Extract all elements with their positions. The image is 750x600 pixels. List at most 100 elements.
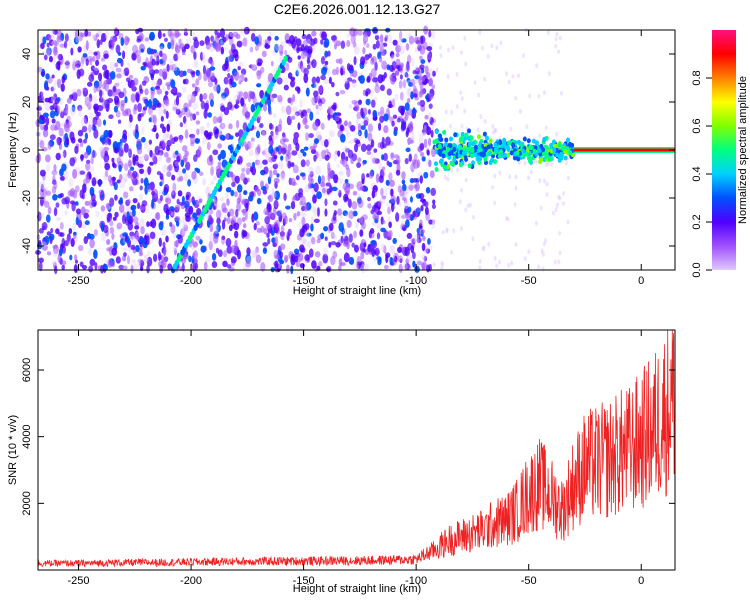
spectrogram-cell — [217, 143, 222, 149]
spectrogram-cell — [140, 136, 146, 143]
spectrogram-cell — [109, 47, 114, 53]
spectrogram-cell — [311, 83, 317, 88]
spectrogram-cell — [221, 202, 227, 213]
spectrogram-cell — [558, 250, 562, 256]
spectrogram-cell — [59, 192, 64, 198]
spectrogram-cell — [160, 115, 164, 122]
spectrogram-cell — [425, 186, 431, 194]
spectrogram-cell — [409, 196, 413, 203]
spectrogram-cell — [94, 107, 98, 115]
spectrogram-cell — [266, 222, 271, 229]
spectrogram-cell — [52, 83, 57, 93]
spectrogram-carrier-cell — [482, 131, 487, 137]
spectrogram-cell — [424, 201, 429, 208]
spectrogram-cell — [311, 58, 317, 69]
spectrogram-cell — [85, 161, 91, 171]
spectrogram-cell — [320, 232, 325, 240]
spectrogram-cell — [90, 155, 94, 165]
spectrogram-cell — [51, 169, 58, 176]
spectrogram-cell — [214, 224, 219, 235]
spectrogram-cell — [127, 159, 132, 167]
spectrogram-carrier-cell — [500, 153, 505, 159]
spectrogram-cell — [430, 187, 437, 197]
spectrogram-cell — [419, 219, 423, 226]
spectrogram-cell — [80, 55, 85, 65]
spectrogram-cell — [152, 97, 158, 107]
spectrogram-cell — [170, 89, 176, 95]
spectrogram-cell — [75, 37, 81, 43]
spectrogram-cell — [153, 69, 160, 74]
spectrogram-cell — [69, 131, 75, 141]
spectrogram-cell — [272, 169, 278, 176]
spectrogram-cell — [111, 90, 117, 97]
spectrogram-cell — [175, 95, 180, 106]
spectrogram-cell — [321, 187, 326, 194]
spectrogram-cell — [102, 99, 107, 109]
spectrogram-cell — [418, 76, 422, 86]
spectrogram-cell — [226, 198, 230, 206]
spectrogram-cell — [256, 69, 262, 76]
spectrogram-cell — [246, 262, 251, 271]
spectrogram-cell — [406, 232, 413, 239]
spectrogram-cell — [463, 108, 467, 114]
spectrogram-cell — [126, 255, 131, 265]
spectrogram-cell — [229, 171, 234, 178]
spectrogram-cell — [61, 163, 67, 172]
spectrogram-cell — [405, 73, 409, 78]
spectrogram-cell — [318, 157, 323, 162]
spectrogram-cell — [320, 74, 326, 81]
spectrogram-cell — [537, 264, 541, 270]
spectrogram-cell — [317, 85, 323, 94]
spectrogram-cell — [335, 91, 340, 97]
spectrogram-cell — [111, 157, 115, 163]
spectrogram-cell — [413, 85, 417, 93]
spectrogram-cell — [348, 183, 355, 190]
spectrogram-carrier-cell — [515, 150, 520, 156]
spectrogram-cell — [83, 151, 89, 159]
spectrogram-cell — [132, 197, 138, 204]
spectrogram-cell — [137, 202, 141, 209]
spectrogram-cell — [390, 194, 396, 205]
spectrogram-cell — [313, 90, 319, 98]
spectrogram-cell — [430, 147, 436, 158]
spectrogram-cell — [124, 234, 128, 242]
spectrogram-cell — [77, 129, 84, 137]
spectrogram-cell — [176, 53, 182, 60]
colorbar-ticks: 0.00.20.40.60.8 — [691, 70, 712, 278]
spectrogram-cell — [161, 103, 166, 108]
spectrogram-cell — [298, 61, 303, 70]
spectrogram-cell — [399, 45, 405, 55]
spectrogram-cell — [385, 254, 389, 264]
spectrogram-cell — [379, 34, 384, 44]
spectrogram-cell — [286, 115, 292, 126]
spectrogram-cell — [154, 60, 160, 66]
spectrogram-cell — [100, 232, 107, 242]
spectrogram-cell — [321, 66, 327, 76]
spectrogram-cell — [357, 193, 361, 199]
spectrogram-cell — [50, 86, 55, 92]
spectrogram-cell — [134, 225, 140, 230]
spectrogram-cell — [160, 178, 165, 185]
spectrogram-cell — [173, 247, 177, 256]
spectrogram-cell — [290, 201, 296, 210]
spectrogram-cell — [87, 233, 91, 238]
spectrogram-cell — [51, 74, 55, 79]
spectrogram-cell — [185, 194, 190, 201]
spectrogram-cell — [89, 258, 96, 267]
spectrogram-cell — [158, 221, 164, 231]
spectrogram-cell — [306, 232, 312, 237]
spectrogram-cell — [55, 202, 60, 208]
spectrogram-cell — [257, 58, 263, 65]
spectrogram-cell — [323, 247, 329, 256]
spectrogram-cell — [198, 198, 203, 203]
spectrogram-cell — [115, 256, 121, 264]
spectrogram-cell — [423, 124, 427, 134]
spectrogram-cell — [72, 60, 77, 71]
spectrogram-cell — [443, 174, 447, 180]
spectrogram-cell — [55, 216, 61, 222]
spectrogram-cell — [371, 247, 376, 258]
spectrogram-cell — [373, 28, 378, 34]
spectrogram-cell — [158, 189, 165, 198]
colorbar-gradient — [712, 30, 736, 270]
